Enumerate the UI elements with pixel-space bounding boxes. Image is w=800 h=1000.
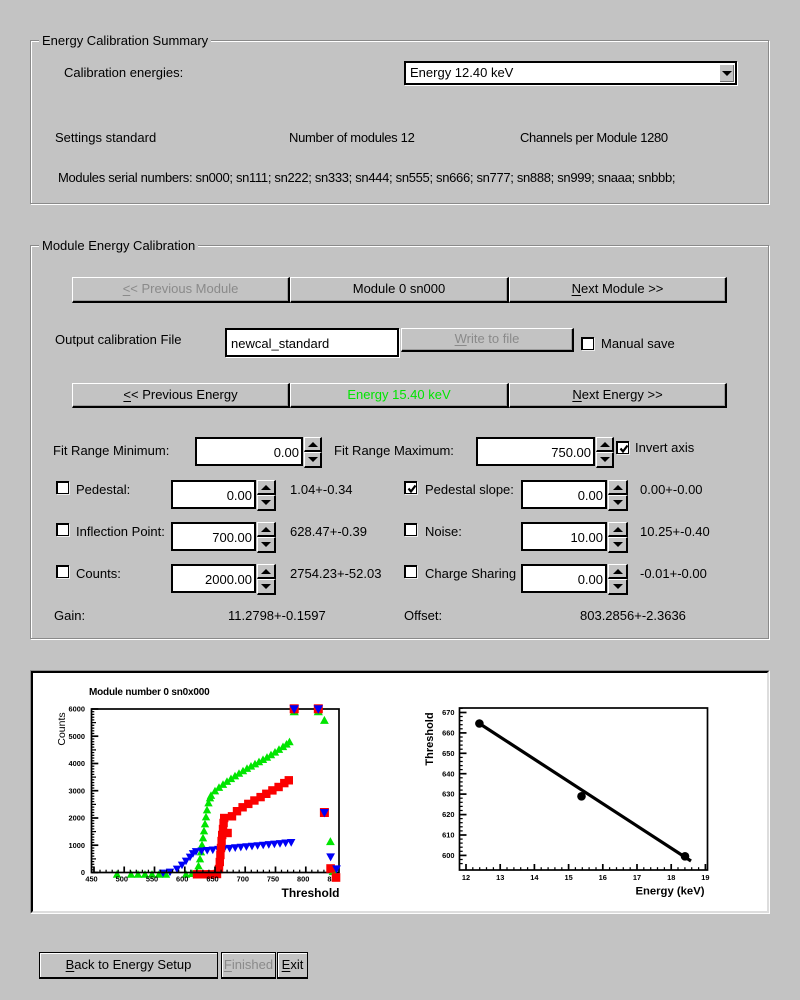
svg-text:16: 16 [599, 873, 607, 882]
svg-text:Threshold: Threshold [424, 712, 436, 765]
svg-text:620: 620 [442, 810, 454, 819]
svg-text:Counts: Counts [56, 712, 68, 745]
svg-text:13: 13 [496, 873, 504, 882]
svg-text:600: 600 [176, 875, 188, 884]
svg-text:15: 15 [564, 873, 572, 882]
svg-text:450: 450 [85, 875, 97, 884]
svg-text:800: 800 [297, 875, 309, 884]
svg-text:Threshold: Threshold [281, 886, 339, 900]
svg-text:630: 630 [442, 790, 454, 799]
svg-text:4000: 4000 [69, 759, 85, 768]
svg-text:0: 0 [81, 868, 85, 877]
svg-text:6000: 6000 [69, 705, 85, 714]
svg-text:660: 660 [442, 729, 454, 738]
svg-text:Module number 0 sn0x000: Module number 0 sn0x000 [89, 687, 210, 698]
svg-text:Energy (keV): Energy (keV) [635, 886, 704, 898]
svg-text:18: 18 [667, 873, 675, 882]
svg-text:610: 610 [442, 831, 454, 840]
svg-text:500: 500 [116, 875, 128, 884]
svg-text:750: 750 [267, 875, 279, 884]
svg-text:3000: 3000 [69, 786, 85, 795]
svg-text:17: 17 [633, 873, 641, 882]
svg-text:640: 640 [442, 769, 454, 778]
svg-text:600: 600 [442, 851, 454, 860]
svg-text:650: 650 [442, 749, 454, 758]
svg-text:650: 650 [206, 875, 218, 884]
svg-text:700: 700 [237, 875, 249, 884]
svg-text:5000: 5000 [69, 732, 85, 741]
svg-text:12: 12 [462, 873, 470, 882]
svg-text:550: 550 [146, 875, 158, 884]
svg-text:1000: 1000 [69, 841, 85, 850]
svg-text:2000: 2000 [69, 814, 85, 823]
svg-text:670: 670 [442, 708, 454, 717]
svg-text:14: 14 [530, 873, 539, 882]
svg-text:19: 19 [701, 873, 709, 882]
